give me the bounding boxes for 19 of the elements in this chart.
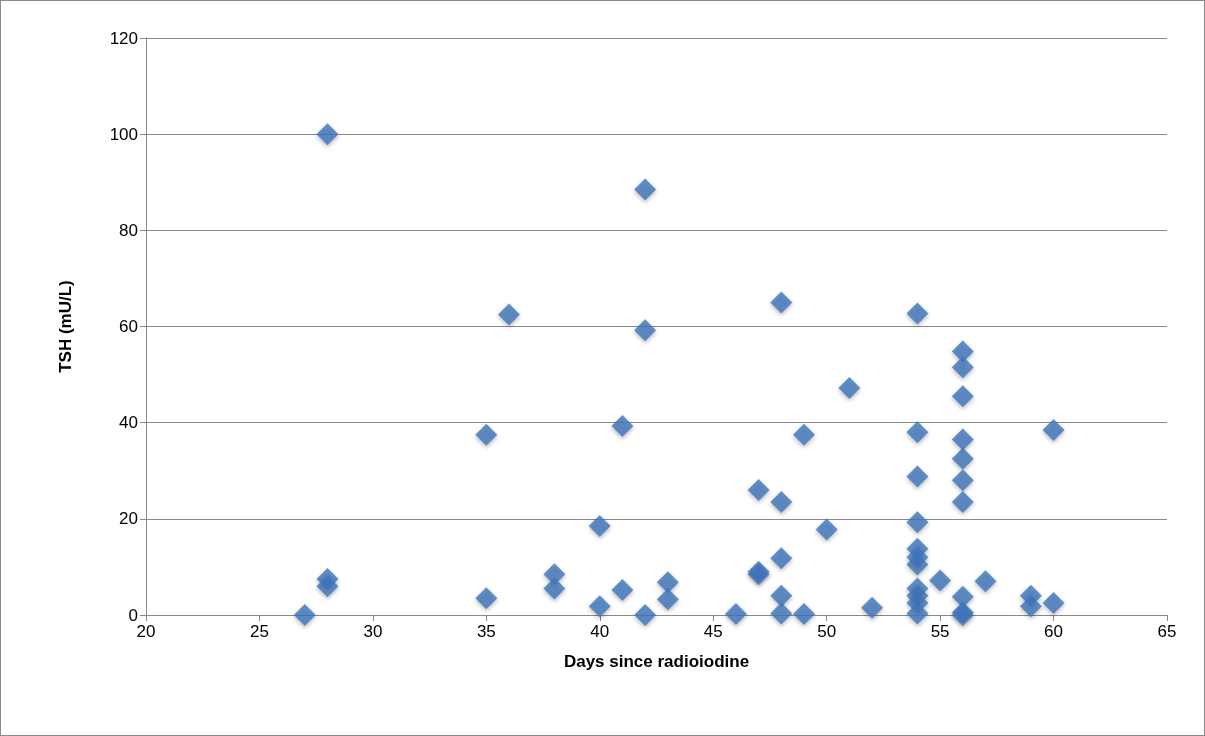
x-tick-label: 50: [817, 622, 837, 641]
x-tick-label: 25: [249, 622, 269, 641]
x-tick-label: 40: [590, 622, 610, 641]
x-tick-label: 55: [930, 622, 950, 641]
y-tick-label: 100: [109, 124, 138, 144]
y-tick-label: 40: [119, 413, 138, 433]
x-tick-label: 60: [1044, 622, 1064, 641]
x-tick-label: 30: [363, 622, 383, 641]
x-tick-label: 45: [703, 622, 723, 641]
x-tick-label: 65: [1157, 622, 1177, 641]
y-axis-title: TSH (mU/L): [56, 280, 75, 373]
y-tick-label: 120: [109, 28, 138, 48]
y-tick-label: 0: [128, 605, 138, 625]
y-tick-label: 20: [119, 509, 138, 529]
x-axis-title: Days since radioiodine: [563, 652, 750, 671]
y-tick-label: 80: [119, 220, 138, 240]
x-tick-label: 35: [476, 622, 496, 641]
x-tick-label: 20: [136, 622, 156, 641]
y-tick-label: 60: [119, 317, 138, 336]
